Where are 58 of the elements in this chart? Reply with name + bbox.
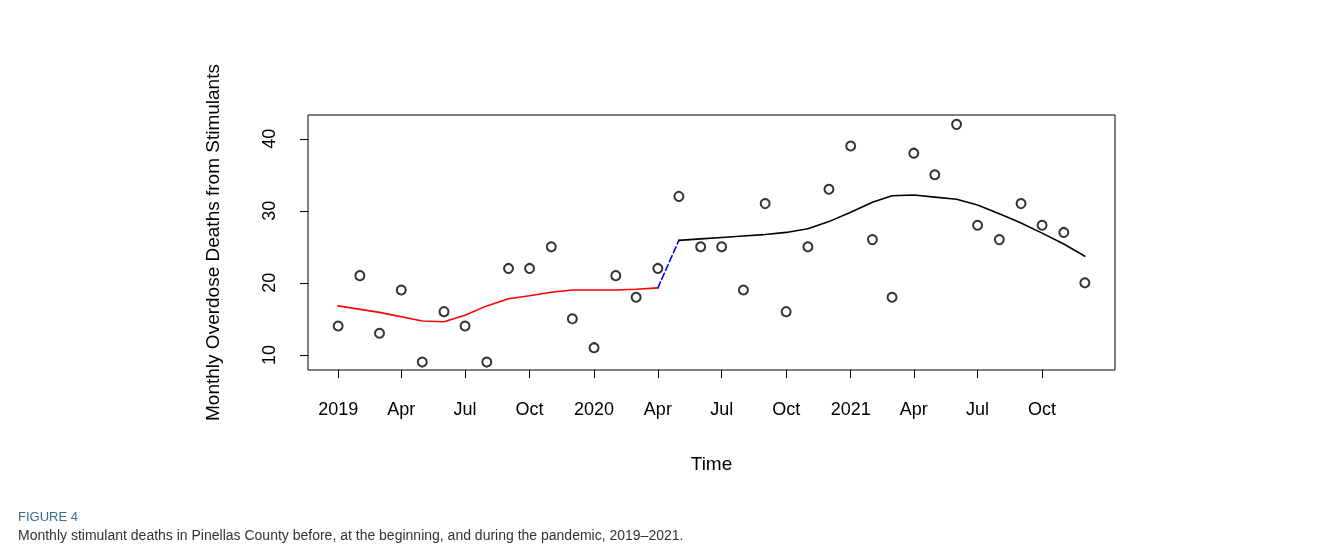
point: [1058, 226, 1070, 238]
x-tick-label: Apr: [643, 399, 672, 419]
x-tick-label: 2019: [318, 399, 359, 419]
point: [416, 356, 428, 368]
point: [524, 262, 536, 274]
point: [908, 147, 920, 159]
point: [503, 262, 515, 274]
point: [716, 241, 728, 253]
x-tick-label: Apr: [387, 399, 416, 419]
point: [630, 291, 642, 303]
point: [438, 306, 450, 318]
point: [759, 198, 771, 210]
text: Monthly stimulant deaths in Pinellas County before, at the beginning, and during the pandemic, 2019–2021.: [18, 526, 685, 544]
y-tick-label: 10: [259, 344, 279, 365]
point: [929, 169, 941, 181]
point: [972, 219, 984, 231]
x-tick-label: Jul: [966, 399, 990, 419]
point: [823, 183, 835, 195]
line-series: [678, 194, 1086, 257]
point: [566, 313, 578, 325]
point: [1015, 198, 1027, 210]
x-tick-label: Jul: [710, 399, 734, 419]
x-tick-label: Oct: [515, 399, 544, 419]
point: [354, 270, 366, 282]
point: [780, 306, 792, 318]
point: [951, 118, 963, 130]
y-tick-label: 40: [259, 128, 279, 149]
caption: FIGURE 4: [18, 508, 79, 526]
x-tick-label: Jul: [453, 399, 477, 419]
y-tick-label: 20: [259, 272, 279, 293]
y-axis-title: Monthly Overdose Deaths from Stimulants: [202, 64, 223, 421]
point: [673, 190, 685, 202]
point: [886, 291, 898, 303]
point: [459, 320, 471, 332]
point: [802, 241, 814, 253]
point: [695, 241, 707, 253]
point: [374, 327, 386, 339]
x-tick-label: Apr: [899, 399, 928, 419]
point: [1079, 277, 1091, 289]
y-tick-label: 30: [259, 200, 279, 221]
x-tick-label: 2020: [574, 399, 615, 419]
line-series: [337, 287, 659, 323]
point: [545, 241, 557, 253]
point: [866, 234, 878, 246]
point: [395, 284, 407, 296]
point: [1036, 219, 1048, 231]
point: [652, 262, 664, 274]
x-tick-label: Oct: [772, 399, 801, 419]
point: [332, 320, 344, 332]
x-tick-label: Oct: [1028, 399, 1057, 419]
point: [737, 284, 749, 296]
x-axis-title: Time: [690, 453, 733, 474]
point: [993, 234, 1005, 246]
point: [588, 342, 600, 354]
x-tick-label: 2021: [830, 399, 871, 419]
point: [481, 356, 493, 368]
point: [845, 140, 857, 152]
point: [610, 270, 622, 282]
